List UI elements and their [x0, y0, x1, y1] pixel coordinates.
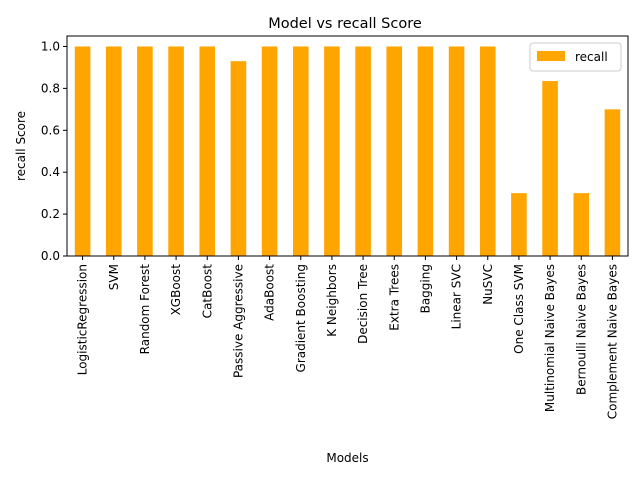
x-tick-label: LogisticRegression [76, 264, 90, 375]
plot-frame [66, 35, 629, 257]
legend: recall [529, 42, 622, 72]
y-tick-label: 0.0 [41, 249, 60, 263]
x-tick-label: Multinomial Naive Bayes [543, 264, 557, 412]
bar [261, 46, 278, 257]
bar [573, 193, 590, 256]
x-tick-label: Bagging [418, 264, 432, 313]
bar [137, 46, 153, 257]
bar [168, 46, 184, 257]
bar [199, 46, 216, 257]
bar [292, 46, 309, 257]
x-axis: LogisticRegression SVM Random Forest XGBoos… [76, 256, 619, 419]
x-tick-label: AdaBoost [263, 264, 277, 321]
y-tick-label: 0.8 [41, 81, 60, 95]
y-axis-label: recall Score [14, 111, 28, 181]
bar [230, 61, 247, 256]
x-tick-label: K Neighbors [325, 264, 339, 337]
bars-layer [74, 46, 621, 257]
x-tick-label: Complement Naive Bayes [605, 264, 619, 419]
x-tick-label: Gradient Boosting [294, 264, 308, 372]
bar [542, 81, 558, 256]
bar [511, 193, 527, 256]
bar [417, 46, 434, 257]
x-tick-label: Bernoulli Naive Bayes [574, 264, 588, 395]
y-tick-label: 1.0 [41, 39, 60, 53]
legend-swatch [537, 51, 565, 61]
x-tick-label: Random Forest [138, 264, 152, 355]
x-tick-label: CatBoost [200, 264, 214, 319]
x-axis-label: Models [326, 451, 368, 465]
bar [324, 46, 340, 257]
y-axis: 0.0 0.2 0.4 0.6 0.8 1.0 [41, 39, 67, 263]
x-tick-label: Linear SVC [450, 264, 464, 329]
x-tick-label: NuSVC [481, 264, 495, 305]
x-tick-label: Decision Tree [356, 264, 370, 344]
x-tick-label: SVM [107, 264, 121, 290]
bar [604, 109, 621, 256]
bar [448, 46, 465, 257]
bar [355, 46, 371, 257]
bar [386, 46, 403, 257]
bar [105, 46, 122, 257]
y-tick-label: 0.4 [41, 165, 60, 179]
x-tick-label: One Class SVM [512, 264, 526, 354]
legend-box [529, 42, 622, 72]
chart-title: Model vs recall Score [268, 16, 422, 32]
y-tick-label: 0.6 [41, 123, 60, 137]
legend-label: recall [575, 50, 608, 64]
bar [74, 46, 91, 257]
y-tick-label: 0.2 [41, 207, 60, 221]
bar [479, 46, 496, 257]
x-tick-label: Passive Aggressive [231, 264, 245, 378]
x-tick-label: XGBoost [169, 264, 183, 316]
x-tick-label: Extra Trees [387, 264, 401, 331]
